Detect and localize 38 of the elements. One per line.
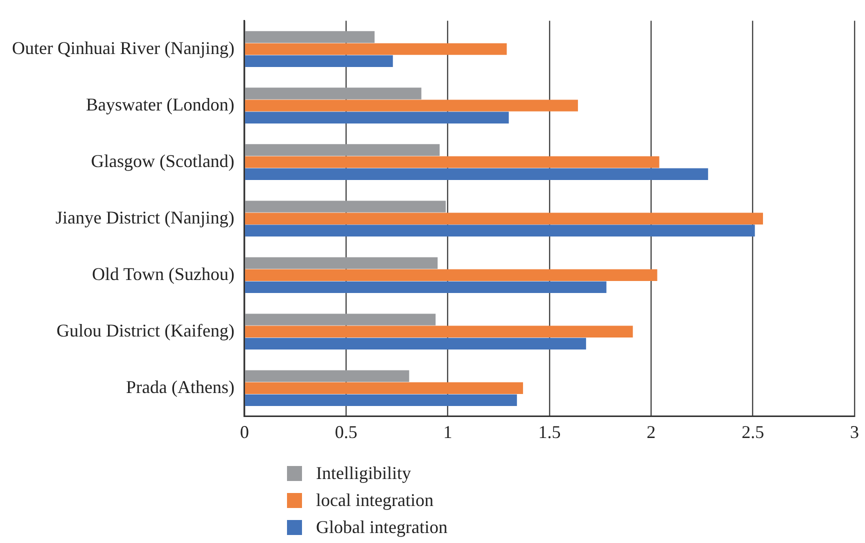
y-tick-label: Outer Qinhuai River (Nanjing) [12, 38, 234, 58]
bar [245, 88, 422, 100]
bar [245, 144, 440, 156]
bar [245, 257, 438, 269]
x-tick-label: 0 [240, 422, 249, 442]
y-tick-label: Prada (Athens) [126, 376, 234, 397]
bar [245, 55, 393, 67]
y-tick-label: Gulou District (Kaifeng) [56, 320, 234, 340]
bar [245, 168, 708, 180]
y-tick-label: Glasgow (Scotland) [90, 150, 234, 171]
legend-label: Global integration [316, 517, 448, 538]
bar [245, 43, 507, 55]
bar [245, 224, 755, 237]
legend-label: Intelligibility [316, 463, 411, 484]
x-tick-label: 2 [646, 422, 656, 442]
x-tick-label: 1 [443, 422, 452, 442]
bar [245, 314, 436, 326]
x-tick-label: 1.5 [538, 422, 561, 442]
bar [245, 112, 509, 124]
bar [245, 326, 633, 338]
y-tick-label: Jianye District (Nanjing) [55, 207, 234, 228]
y-tick-label: Bayswater (London) [86, 94, 234, 114]
bar [245, 382, 524, 394]
bar [245, 156, 660, 168]
bar [245, 200, 446, 212]
bar [245, 338, 586, 350]
bar [245, 212, 763, 224]
bar [245, 370, 410, 382]
bar [245, 281, 606, 294]
bar [245, 394, 517, 406]
x-tick-label: 2.5 [742, 422, 764, 442]
x-tick-label: 3 [850, 422, 859, 442]
bar [245, 100, 578, 112]
x-tick-label: 0.5 [334, 422, 358, 442]
legend-label: local integration [316, 490, 434, 511]
y-tick-label: Old Town (Suzhou) [92, 264, 234, 284]
bar [245, 31, 375, 43]
bar [245, 269, 658, 281]
